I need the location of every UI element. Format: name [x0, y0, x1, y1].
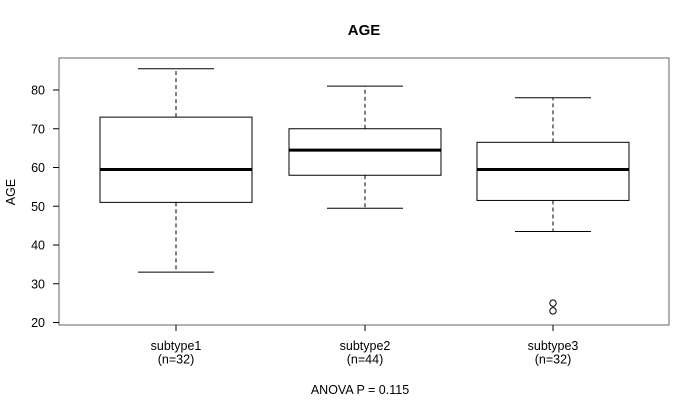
- outlier-point: [549, 307, 557, 315]
- plot-area: 20304050607080subtype1(n=32)subtype2(n=4…: [31, 57, 670, 367]
- boxplot-subtype2: subtype2(n=44): [288, 85, 442, 367]
- chart-title: AGE: [348, 22, 381, 39]
- group-label: subtype2: [340, 339, 391, 353]
- group-label: subtype1: [151, 339, 202, 353]
- plot-frame: [58, 57, 670, 326]
- y-tick-label: 20: [31, 316, 45, 330]
- boxplot-subtype3: subtype3(n=32): [476, 97, 630, 367]
- y-tick-label: 70: [31, 122, 45, 136]
- y-axis-title: AGE: [4, 179, 18, 205]
- y-tick-label: 60: [31, 161, 45, 175]
- iqr-box: [99, 116, 253, 203]
- y-tick-label: 50: [31, 200, 45, 214]
- y-tick-label: 40: [31, 239, 45, 253]
- boxplot-subtype1: subtype1(n=32): [99, 68, 253, 367]
- group-label: subtype3: [528, 339, 579, 353]
- y-tick-label: 80: [31, 84, 45, 98]
- y-tick-label: 30: [31, 277, 45, 291]
- anova-annotation: ANOVA P = 0.115: [311, 383, 409, 397]
- iqr-box: [476, 141, 630, 201]
- outlier-point: [549, 299, 557, 307]
- group-sublabel: (n=44): [347, 353, 383, 367]
- y-axis: 20 30 40 50 60 70 80: [31, 84, 59, 330]
- group-sublabel: (n=32): [535, 353, 571, 367]
- iqr-box: [288, 128, 442, 176]
- group-sublabel: (n=32): [158, 353, 194, 367]
